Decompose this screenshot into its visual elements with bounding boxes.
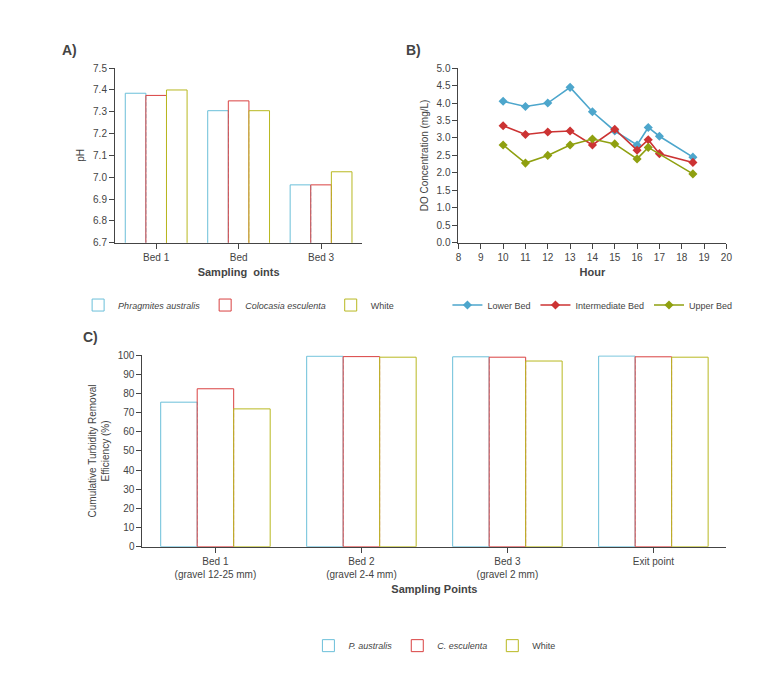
svg-text:13: 13 (565, 252, 577, 263)
svg-text:C. esculenta: C. esculenta (437, 641, 487, 651)
svg-text:14: 14 (587, 252, 599, 263)
svg-text:6.8: 6.8 (93, 215, 107, 226)
svg-text:7.3: 7.3 (93, 106, 107, 117)
svg-text:Bed 1: Bed 1 (143, 252, 170, 263)
svg-text:1.0: 1.0 (437, 202, 451, 213)
svg-text:40: 40 (123, 465, 135, 476)
svg-text:17: 17 (654, 252, 666, 263)
svg-text:B): B) (406, 42, 421, 58)
svg-text:10: 10 (123, 522, 135, 533)
svg-text:10: 10 (498, 252, 510, 263)
svg-text:7.0: 7.0 (93, 172, 107, 183)
svg-text:6.9: 6.9 (93, 194, 107, 205)
svg-text:P. australis: P. australis (348, 641, 392, 651)
svg-text:A): A) (62, 42, 77, 58)
svg-text:100: 100 (118, 350, 135, 361)
svg-text:30: 30 (123, 484, 135, 495)
svg-text:7.4: 7.4 (93, 84, 107, 95)
svg-text:11: 11 (520, 252, 531, 263)
svg-text:Colocasia esculenta: Colocasia esculenta (245, 301, 326, 311)
svg-text:C): C) (83, 329, 98, 345)
svg-text:Phragmites australis: Phragmites australis (118, 301, 200, 311)
svg-text:Intermediate Bed: Intermediate Bed (575, 301, 644, 311)
svg-text:19: 19 (698, 252, 710, 263)
svg-text:9: 9 (478, 252, 484, 263)
svg-text:7.5: 7.5 (93, 63, 107, 74)
svg-text:50: 50 (123, 445, 135, 456)
svg-text:90: 90 (123, 369, 135, 380)
svg-text:Sampling Points: Sampling Points (391, 583, 477, 595)
svg-text:DO Concentration (mg/L): DO Concentration (mg/L) (419, 100, 430, 212)
svg-text:20: 20 (123, 503, 135, 514)
svg-text:6.7: 6.7 (93, 237, 107, 248)
svg-text:Upper Bed: Upper Bed (689, 301, 732, 311)
svg-text:Cumulative Turbidity RemovalEf: Cumulative Turbidity RemovalEfficiency (… (87, 385, 111, 518)
svg-text:Bed: Bed (230, 252, 248, 263)
svg-text:4.5: 4.5 (437, 80, 451, 91)
svg-text:Sampling oints: Sampling oints (198, 266, 280, 278)
svg-text:Bed 3(gravel 2 mm): Bed 3(gravel 2 mm) (477, 556, 539, 580)
svg-text:15: 15 (609, 252, 621, 263)
svg-text:3.5: 3.5 (437, 115, 451, 126)
svg-text:2.0: 2.0 (437, 167, 451, 178)
svg-text:4.0: 4.0 (437, 98, 451, 109)
svg-text:pH: pH (75, 149, 86, 162)
svg-text:0.5: 0.5 (437, 220, 451, 231)
svg-text:Hour: Hour (580, 266, 606, 278)
svg-text:70: 70 (123, 407, 135, 418)
svg-text:White: White (371, 301, 394, 311)
svg-text:12: 12 (542, 252, 554, 263)
svg-text:Bed 2(gravel 2-4 mm): Bed 2(gravel 2-4 mm) (326, 556, 397, 580)
svg-text:18: 18 (676, 252, 688, 263)
svg-text:Exit point: Exit point (633, 556, 674, 567)
svg-text:5.0: 5.0 (437, 63, 451, 74)
svg-text:0: 0 (129, 541, 135, 552)
svg-text:Bed 3: Bed 3 (308, 252, 335, 263)
svg-text:80: 80 (123, 388, 135, 399)
svg-text:White: White (532, 641, 555, 651)
svg-text:0.0: 0.0 (437, 237, 451, 248)
svg-text:2.5: 2.5 (437, 150, 451, 161)
svg-text:7.2: 7.2 (93, 128, 107, 139)
svg-text:1.5: 1.5 (437, 185, 451, 196)
svg-text:16: 16 (632, 252, 644, 263)
svg-text:3.0: 3.0 (437, 132, 451, 143)
svg-text:60: 60 (123, 426, 135, 437)
svg-text:20: 20 (721, 252, 733, 263)
svg-text:Lower Bed: Lower Bed (487, 301, 530, 311)
svg-text:7.1: 7.1 (93, 150, 107, 161)
svg-text:Bed 1(gravel 12-25 mm): Bed 1(gravel 12-25 mm) (175, 556, 257, 580)
svg-text:8: 8 (456, 252, 462, 263)
